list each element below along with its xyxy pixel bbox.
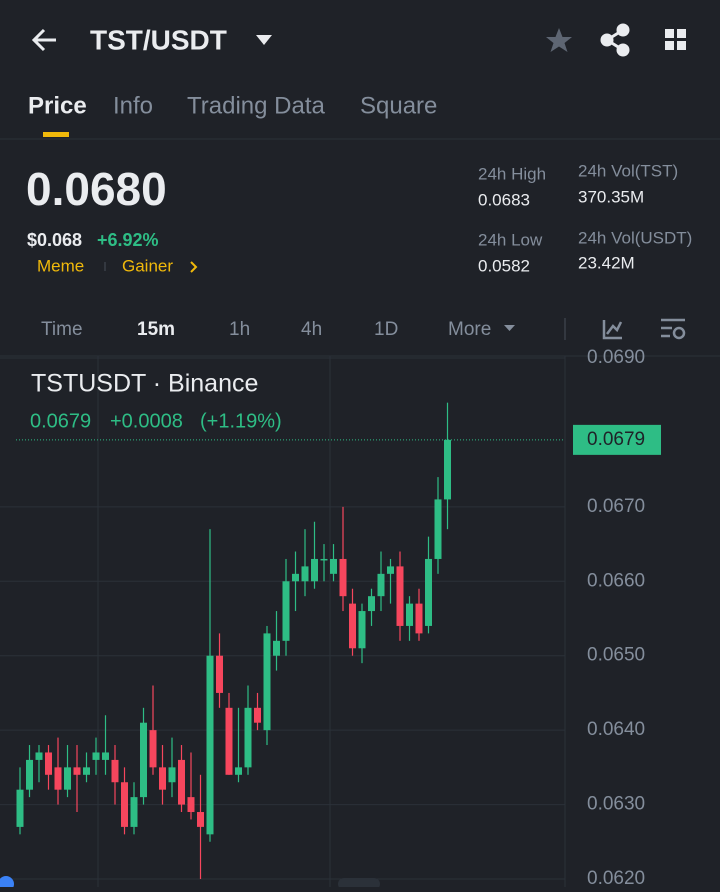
candle-body — [140, 722, 147, 798]
candle-body — [235, 767, 242, 775]
candle-body — [206, 655, 214, 835]
fiat-price: $0.068 — [27, 230, 82, 250]
legend-change-pct: (+1.19%) — [200, 410, 282, 432]
candle-body — [178, 759, 185, 805]
candle-body — [301, 566, 309, 582]
tag[interactable]: Meme — [37, 256, 84, 275]
interval[interactable]: Time — [41, 319, 83, 340]
interval[interactable]: More — [448, 319, 491, 340]
candle-body — [35, 752, 43, 760]
candle-body — [73, 767, 81, 775]
interval[interactable]: 15m — [137, 319, 175, 340]
settings-button[interactable] — [661, 318, 686, 340]
candle-body — [415, 603, 423, 634]
candle-body — [197, 812, 204, 827]
chart-title: TSTUSDT · Binance — [31, 370, 258, 398]
candle-body — [254, 707, 261, 723]
interval[interactable]: 4h — [301, 319, 322, 340]
candle-body — [45, 752, 52, 775]
scroll-handle[interactable] — [338, 878, 380, 890]
tag[interactable]: Gainer — [122, 256, 173, 275]
candle-body — [54, 767, 62, 790]
candle-body — [406, 603, 413, 626]
candle-body — [149, 730, 157, 768]
candle-body — [349, 603, 356, 649]
chart: 0.0620 0.0630 0.0640 0.0650 0.0660 0.0670 0.06… — [0, 347, 661, 889]
candle-body — [273, 640, 280, 656]
candle-body — [159, 767, 166, 790]
candle-body — [377, 573, 385, 597]
candle-body — [444, 439, 451, 500]
y-tick-label: 0.0640 — [587, 719, 645, 740]
y-tick-label: 0.0670 — [587, 496, 645, 517]
back-button[interactable] — [31, 28, 56, 52]
stat-value: 0.0582 — [478, 256, 530, 275]
candle-body — [396, 566, 404, 626]
candle-body — [216, 655, 223, 693]
tag-arrow — [190, 261, 198, 273]
y-tick-label: 0.0660 — [587, 570, 645, 591]
stat-label: 24h High — [478, 164, 546, 183]
y-tick-label: 0.0620 — [587, 868, 645, 887]
candle-body — [244, 707, 252, 768]
candle-body — [358, 611, 366, 649]
tab[interactable]: Square — [360, 92, 437, 119]
stat-value: 0.0683 — [478, 190, 530, 209]
indicator-button[interactable] — [602, 320, 623, 340]
candle-body — [130, 797, 138, 827]
pair-dropdown[interactable] — [256, 35, 272, 45]
tab[interactable]: Trading Data — [187, 92, 326, 119]
candle-body — [26, 759, 33, 790]
candle-body — [111, 759, 119, 783]
candle-body — [339, 558, 347, 597]
stat-label: 24h Vol(TST) — [578, 161, 678, 180]
tab[interactable]: Price — [28, 92, 87, 119]
share[interactable] — [600, 23, 630, 57]
candle-body — [263, 633, 271, 731]
stat-value: 23.42M — [578, 253, 635, 272]
interval[interactable]: 1h — [229, 319, 250, 340]
stat-label: 24h Low — [478, 230, 543, 249]
candle-body — [282, 581, 290, 641]
menu-grid[interactable] — [665, 29, 686, 50]
stat-label: 24h Vol(USDT) — [578, 228, 692, 247]
candle-body — [292, 573, 299, 582]
price-change: +6.92% — [97, 230, 159, 250]
pair-title[interactable]: TST/USDT — [90, 24, 227, 55]
candle-body — [330, 558, 337, 574]
tab[interactable]: Info — [113, 92, 153, 119]
candle-body — [16, 789, 24, 827]
y-tick-label: 0.0630 — [587, 794, 645, 815]
stat-value: 370.35M — [578, 187, 644, 206]
candle-body — [311, 558, 318, 582]
favorite[interactable] — [546, 28, 572, 52]
candle-body — [121, 782, 128, 827]
candle-body — [83, 767, 90, 775]
legend-change: +0.0008 — [110, 410, 183, 432]
candle-body — [320, 558, 328, 561]
candle-body — [102, 752, 109, 760]
candle-body — [92, 752, 100, 760]
interval[interactable]: 1D — [374, 319, 398, 340]
marker — [0, 876, 14, 892]
candle-body — [387, 566, 394, 574]
candle-body — [64, 767, 71, 790]
y-tick-label: 0.0690 — [587, 347, 645, 368]
candle-body — [368, 596, 375, 612]
y-tick-label: 0.0650 — [587, 645, 645, 666]
candle-body — [434, 499, 442, 559]
candle-body — [187, 797, 195, 813]
more-dropdown[interactable] — [504, 325, 515, 331]
candle-body — [425, 558, 432, 626]
last-price-box — [573, 424, 661, 455]
last-price: 0.0680 — [26, 163, 167, 215]
tab-indicator — [43, 132, 69, 137]
last-price-label: 0.0679 — [587, 429, 645, 450]
candle-body — [225, 707, 233, 775]
legend-close: 0.0679 — [30, 410, 91, 432]
candle-body — [168, 767, 176, 783]
